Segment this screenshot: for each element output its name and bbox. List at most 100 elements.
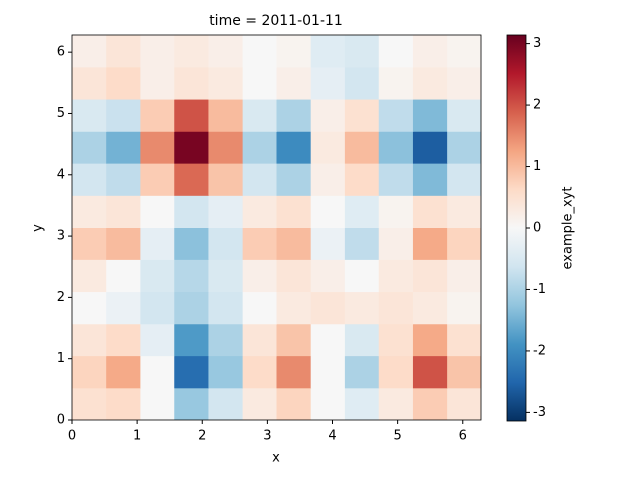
heatmap-cell — [174, 66, 209, 100]
heatmap-cell — [412, 259, 448, 293]
heatmap-cell — [140, 131, 175, 164]
heatmap-cell — [344, 227, 380, 260]
heatmap-cell — [310, 323, 346, 357]
y-tick-label: 2 — [57, 290, 65, 305]
heatmap-cell — [242, 355, 277, 389]
heatmap-cell — [447, 323, 481, 357]
heatmap-cell — [378, 163, 414, 196]
heatmap-cell — [242, 195, 277, 228]
heatmap-cell — [242, 163, 277, 196]
heatmap-cell — [447, 66, 481, 100]
heatmap-cell — [174, 99, 209, 132]
heatmap-cell — [106, 99, 141, 132]
heatmap-cell — [412, 35, 448, 68]
plot-frame — [71, 34, 482, 421]
heatmap-cell — [344, 195, 380, 228]
heatmap-cell — [412, 291, 448, 325]
heatmap-cell — [310, 163, 346, 196]
heatmap-cell — [378, 195, 414, 228]
x-tick-label: 1 — [133, 429, 141, 444]
heatmap-cell — [412, 163, 448, 196]
heatmap-cell — [72, 66, 107, 100]
heatmap-cell — [106, 387, 141, 420]
colorbar — [506, 34, 527, 422]
heatmap-cell — [140, 355, 175, 389]
x-axis-label: x — [272, 451, 280, 466]
heatmap-cell — [242, 35, 277, 68]
heatmap-cell — [106, 291, 141, 325]
heatmap-cell — [447, 195, 481, 228]
heatmap-cell — [378, 227, 414, 260]
heatmap-cell — [310, 227, 346, 260]
heatmap-cell — [106, 227, 141, 260]
colorbar-tick-label: -2 — [533, 343, 546, 358]
heatmap-cell — [174, 131, 209, 164]
heatmap-cell — [344, 323, 380, 357]
colorbar-tick-label: 2 — [533, 98, 541, 113]
heatmap-cell — [242, 387, 277, 420]
heatmap-cell — [140, 227, 175, 260]
heatmap-cell — [378, 387, 414, 420]
heatmap-cell — [447, 35, 481, 68]
heatmap-cell — [174, 387, 209, 420]
heatmap-cell — [344, 35, 380, 68]
heatmap-cell — [378, 323, 414, 357]
y-tick-label: 3 — [57, 229, 65, 244]
heatmap-cell — [412, 323, 448, 357]
heatmap-cell — [242, 323, 277, 357]
heatmap-cell — [208, 259, 244, 293]
heatmap-cell — [174, 291, 209, 325]
heatmap-cell — [140, 163, 175, 196]
heatmap-cell — [412, 66, 448, 100]
heatmap-cell — [276, 99, 312, 132]
heatmap-cell — [72, 99, 107, 132]
heatmap-cell — [106, 35, 141, 68]
heatmap-cell — [310, 131, 346, 164]
heatmap-cell — [310, 291, 346, 325]
heatmap-cell — [106, 195, 141, 228]
heatmap-cell — [208, 323, 244, 357]
heatmap-cell — [140, 66, 175, 100]
heatmap-cell — [447, 99, 481, 132]
heatmap-cell — [378, 291, 414, 325]
heatmap-cell — [106, 323, 141, 357]
heatmap-cell — [208, 163, 244, 196]
heatmap-cell — [106, 66, 141, 100]
x-tick-label: 6 — [459, 429, 467, 444]
heatmap-cell — [140, 387, 175, 420]
colorbar-tick-label: 1 — [533, 159, 541, 174]
heatmap-cell — [447, 227, 481, 260]
heatmap-cell — [242, 291, 277, 325]
heatmap-cell — [140, 259, 175, 293]
heatmap-cell — [344, 259, 380, 293]
heatmap-cell — [310, 195, 346, 228]
heatmap-cell — [72, 291, 107, 325]
heatmap-cell — [208, 66, 244, 100]
heatmap-cell — [72, 163, 107, 196]
heatmap-cell — [208, 291, 244, 325]
heatmap-cell — [208, 35, 244, 68]
heatmap-cell — [276, 259, 312, 293]
y-tick-label: 4 — [57, 167, 65, 182]
heatmap-cell — [106, 259, 141, 293]
heatmap-cell — [447, 163, 481, 196]
heatmap-cell — [412, 227, 448, 260]
heatmap-cell — [106, 355, 141, 389]
heatmap-cell — [447, 355, 481, 389]
heatmap-cell — [310, 35, 346, 68]
heatmap-cell — [208, 99, 244, 132]
heatmap-cell — [106, 131, 141, 164]
heatmap-cell — [72, 259, 107, 293]
heatmap-cell — [378, 35, 414, 68]
heatmap-cell — [174, 163, 209, 196]
heatmap-cell — [72, 131, 107, 164]
heatmap-cell — [242, 99, 277, 132]
heatmap-cell — [344, 66, 380, 100]
heatmap-cell — [72, 355, 107, 389]
heatmap-cell — [378, 355, 414, 389]
colorbar-tick-label: 0 — [533, 221, 541, 236]
heatmap-cell — [276, 323, 312, 357]
heatmap-cell — [174, 227, 209, 260]
heatmap-cell — [344, 387, 380, 420]
